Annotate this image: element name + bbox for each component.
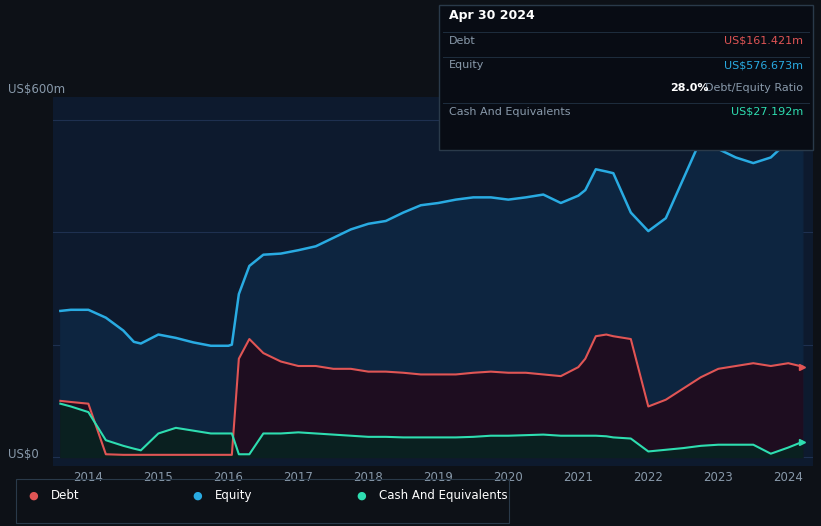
Text: ●: ● xyxy=(356,490,366,501)
Text: Debt: Debt xyxy=(51,489,80,502)
Text: Cash And Equivalents: Cash And Equivalents xyxy=(379,489,508,502)
Text: ●: ● xyxy=(28,490,38,501)
Text: Debt: Debt xyxy=(449,36,476,46)
Text: ●: ● xyxy=(192,490,202,501)
Text: US$576.673m: US$576.673m xyxy=(724,60,803,70)
Text: Equity: Equity xyxy=(215,489,253,502)
Text: Apr 30 2024: Apr 30 2024 xyxy=(449,9,534,23)
Text: US$0: US$0 xyxy=(8,449,39,461)
Text: 28.0%: 28.0% xyxy=(670,83,709,93)
Text: Equity: Equity xyxy=(449,60,484,70)
Text: US$161.421m: US$161.421m xyxy=(724,36,803,46)
Text: US$600m: US$600m xyxy=(8,83,66,96)
Text: Debt/Equity Ratio: Debt/Equity Ratio xyxy=(705,83,803,93)
Text: US$27.192m: US$27.192m xyxy=(731,107,803,117)
Text: Cash And Equivalents: Cash And Equivalents xyxy=(449,107,571,117)
